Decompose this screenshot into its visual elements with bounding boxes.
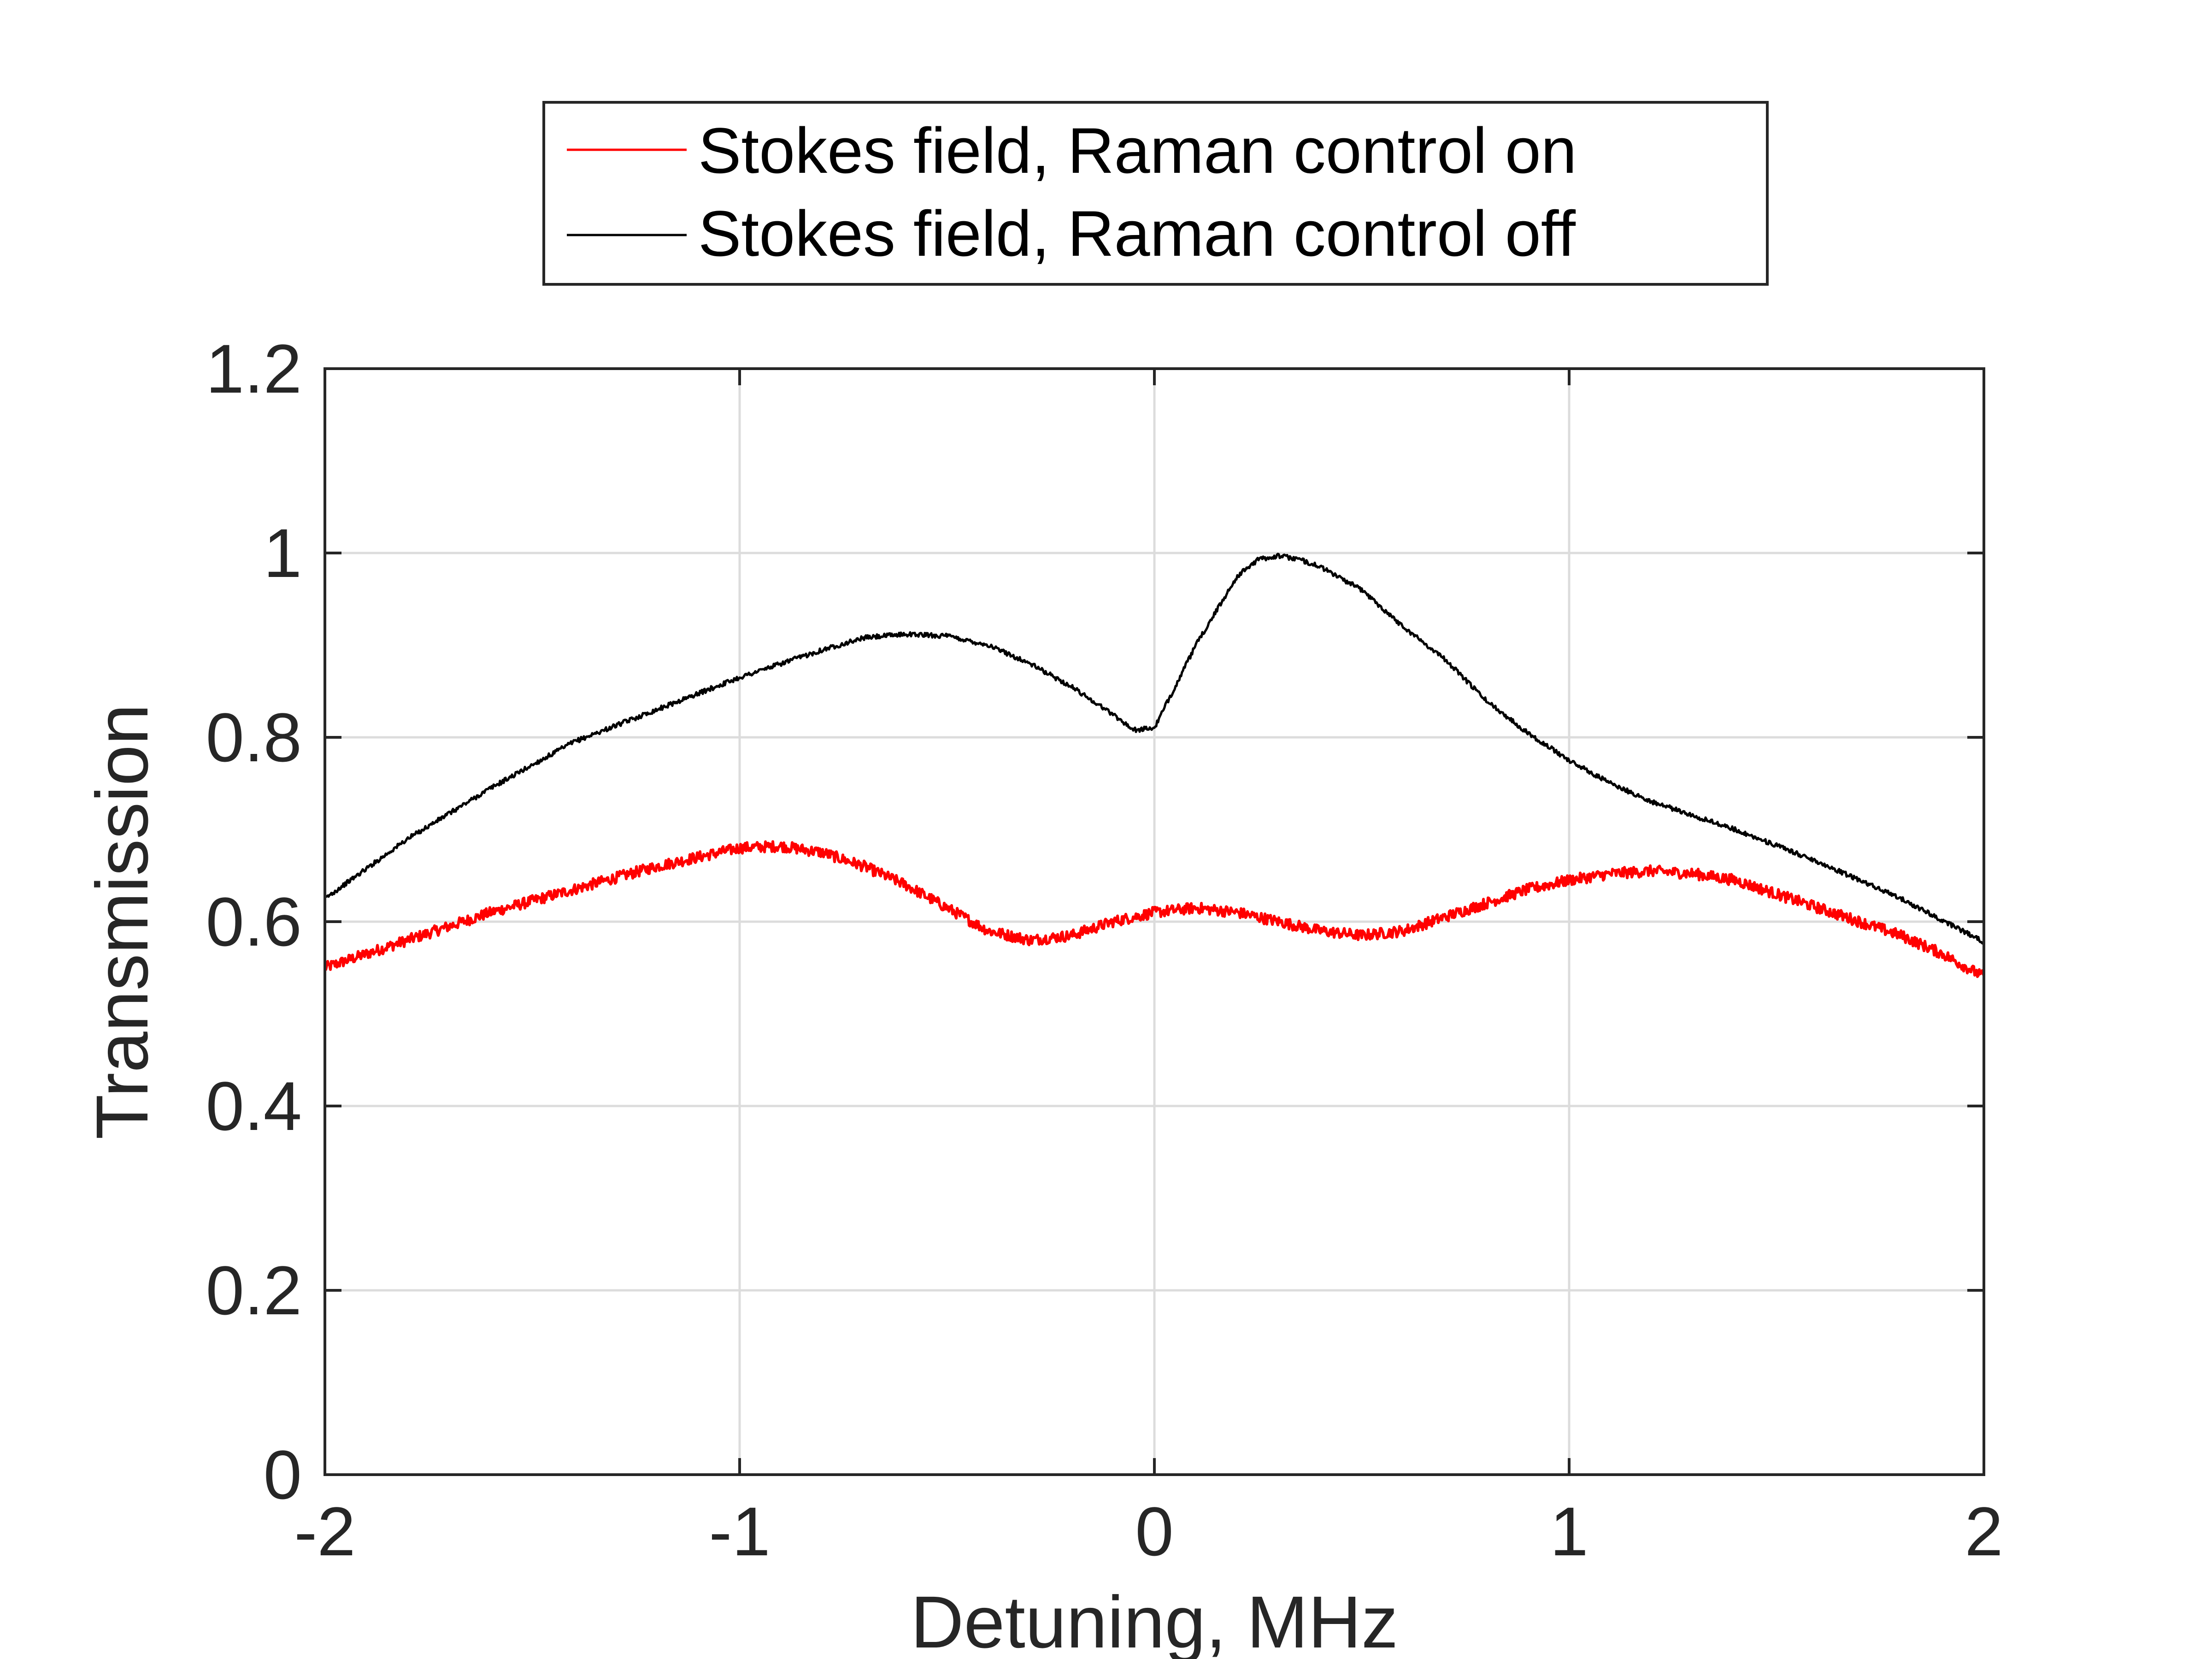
x-axis-label: Detuning, MHz bbox=[911, 1581, 1398, 1659]
x-tick-label: 0 bbox=[1135, 1493, 1173, 1570]
series-line-raman-on bbox=[324, 840, 1985, 978]
y-tick-label: 1.2 bbox=[206, 330, 302, 407]
y-axis-label: Transmission bbox=[81, 704, 163, 1139]
x-tick-label: -1 bbox=[709, 1493, 770, 1570]
series-line-raman-off bbox=[324, 553, 1985, 945]
series-group bbox=[324, 553, 1985, 978]
y-tick-label: 0.2 bbox=[206, 1252, 302, 1329]
grid bbox=[325, 369, 1984, 1475]
x-tick-label: -2 bbox=[294, 1493, 355, 1570]
y-tick-label: 0.8 bbox=[206, 699, 302, 776]
legend: Stokes field, Raman control on Stokes fi… bbox=[542, 101, 1769, 286]
legend-label-raman-on: Stokes field, Raman control on bbox=[698, 114, 1577, 187]
legend-box bbox=[542, 101, 1769, 286]
legend-label-raman-off: Stokes field, Raman control off bbox=[698, 197, 1576, 270]
y-tick-label: 0.4 bbox=[206, 1067, 302, 1145]
x-tick-label: 1 bbox=[1550, 1493, 1588, 1570]
x-tick-label: 2 bbox=[1965, 1493, 2003, 1570]
ticks: -2 -1 0 1 2 0 0.2 0.4 0.6 0.8 1 1.2 bbox=[206, 330, 2003, 1570]
y-tick-label: 0.6 bbox=[206, 883, 302, 960]
y-tick-label: 1 bbox=[264, 514, 302, 592]
y-tick-label: 0 bbox=[264, 1436, 302, 1513]
